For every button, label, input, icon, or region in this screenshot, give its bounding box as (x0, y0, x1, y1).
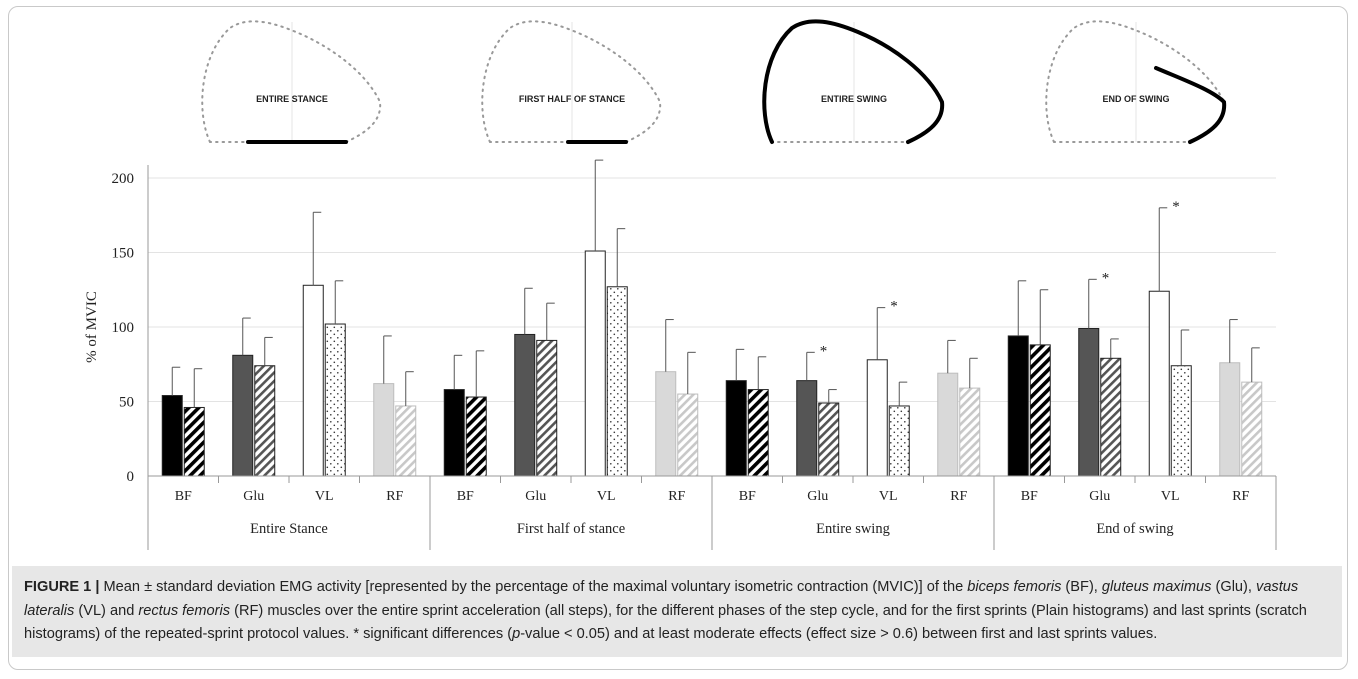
bar-last-rf (677, 393, 699, 477)
step-cycle-diagram: END OF SWING (1045, 20, 1227, 144)
bar-first-vl (584, 250, 606, 477)
bar-first-glu (796, 380, 818, 477)
caption-italic-term: gluteus maximus (1101, 579, 1212, 595)
muscle-label: VL (1161, 489, 1180, 504)
figure-frame (8, 6, 1348, 670)
muscle-label: BF (1021, 489, 1038, 504)
bar-last-glu (818, 402, 840, 477)
bar-last-vl (888, 405, 910, 477)
figure-caption: FIGURE 1 | Mean ± standard deviation EMG… (12, 566, 1342, 657)
caption-italic-term: biceps femoris (967, 579, 1062, 595)
diagram-label: ENTIRE STANCE (256, 94, 328, 104)
bar-first-glu (232, 354, 254, 477)
significance-asterisk: * (1102, 270, 1110, 286)
cycle-outline-dotted (1045, 20, 1226, 143)
significance-asterisk: * (890, 299, 898, 315)
muscle-label: VL (597, 489, 616, 504)
diagram-label: END OF SWING (1103, 94, 1170, 104)
bar-last-bf (747, 389, 769, 477)
muscle-label: RF (668, 489, 685, 504)
bar-last-bf (183, 406, 205, 477)
bar-last-vl (606, 286, 628, 477)
bar-last-glu (254, 365, 276, 477)
caption-text-run: (VL) and (74, 602, 139, 619)
bar-first-bf (725, 380, 747, 477)
cycle-outline-dotted (763, 20, 944, 143)
muscle-label: RF (386, 489, 403, 504)
bar-first-bf (161, 395, 183, 477)
caption-text-run: Mean ± standard deviation EMG activity [… (99, 579, 968, 595)
y-tick-label: 150 (112, 246, 135, 262)
caption-text: Mean ± standard deviation EMG activity [… (24, 579, 1307, 642)
bar-last-glu (536, 339, 558, 477)
caption-text-run: -value < 0.05) and at least moderate eff… (520, 626, 1158, 642)
step-cycle-diagram: FIRST HALF OF STANCE (481, 20, 662, 144)
phase-label: Entire swing (816, 521, 890, 537)
significance-asterisk: * (1172, 199, 1180, 215)
phase-label: Entire Stance (250, 521, 328, 537)
bar-first-rf (1219, 362, 1241, 477)
muscle-label: Glu (243, 489, 264, 504)
bar-first-glu (514, 333, 536, 477)
caption-text-run: (BF), (1061, 579, 1102, 595)
caption-text-run: (Glu), (1211, 579, 1257, 595)
cycle-outline-dotted (201, 20, 382, 143)
caption-text-run: (RF) muscles over the entire sprint acce… (24, 602, 1307, 643)
diagram-label: FIRST HALF OF STANCE (519, 94, 625, 104)
bar-last-rf (959, 387, 981, 477)
significance-asterisk: * (820, 343, 828, 359)
bar-first-bf (443, 389, 465, 477)
muscle-label: RF (950, 489, 967, 504)
step-cycle-diagram: ENTIRE STANCE (201, 20, 382, 144)
muscle-label: VL (879, 489, 898, 504)
bar-first-vl (302, 284, 324, 477)
step-cycle-diagram: ENTIRE SWING (762, 19, 945, 144)
muscle-label: Glu (525, 489, 546, 504)
muscle-label: BF (739, 489, 756, 504)
muscle-label: Glu (807, 489, 828, 504)
bar-last-vl (324, 323, 346, 477)
cycle-phase-highlight (1154, 66, 1227, 144)
muscle-label: Glu (1089, 489, 1110, 504)
y-tick-label: 50 (119, 395, 134, 411)
diagram-label: ENTIRE SWING (821, 94, 887, 104)
bar-last-rf (1241, 381, 1263, 477)
muscle-label: BF (457, 489, 474, 504)
y-tick-label: 200 (112, 171, 135, 187)
muscle-label: BF (175, 489, 192, 504)
cycle-outline-dotted (481, 20, 662, 143)
bar-last-bf (1029, 344, 1051, 477)
caption-italic-term: rectus femoris (138, 602, 231, 619)
caption-label: FIGURE 1 | (24, 579, 100, 595)
y-tick-label: 100 (112, 320, 135, 336)
emg-bar-chart: ENTIRE STANCE FIRST HALF OF STANCE ENTIRE … (84, 19, 1277, 550)
caption-italic-term: vastus lateralis (24, 579, 1299, 619)
bar-first-bf (1007, 335, 1029, 477)
bar-first-vl (866, 359, 888, 477)
phase-label: First half of stance (517, 521, 625, 537)
bar-first-rf (373, 383, 395, 477)
bar-last-vl (1170, 365, 1192, 477)
muscle-label: VL (315, 489, 334, 504)
bar-first-rf (937, 372, 959, 477)
bar-first-glu (1078, 327, 1100, 477)
bar-last-bf (465, 396, 487, 477)
bar-last-glu (1100, 357, 1122, 477)
bar-first-rf (655, 371, 677, 477)
phase-label: End of swing (1096, 521, 1173, 537)
bar-first-vl (1148, 290, 1170, 477)
bar-last-rf (395, 405, 417, 477)
y-axis-title: % of MVIC (84, 291, 100, 363)
muscle-label: RF (1232, 489, 1249, 504)
cycle-phase-highlight (762, 19, 945, 144)
caption-italic-term: p (512, 626, 521, 642)
y-tick-label: 0 (127, 469, 135, 485)
